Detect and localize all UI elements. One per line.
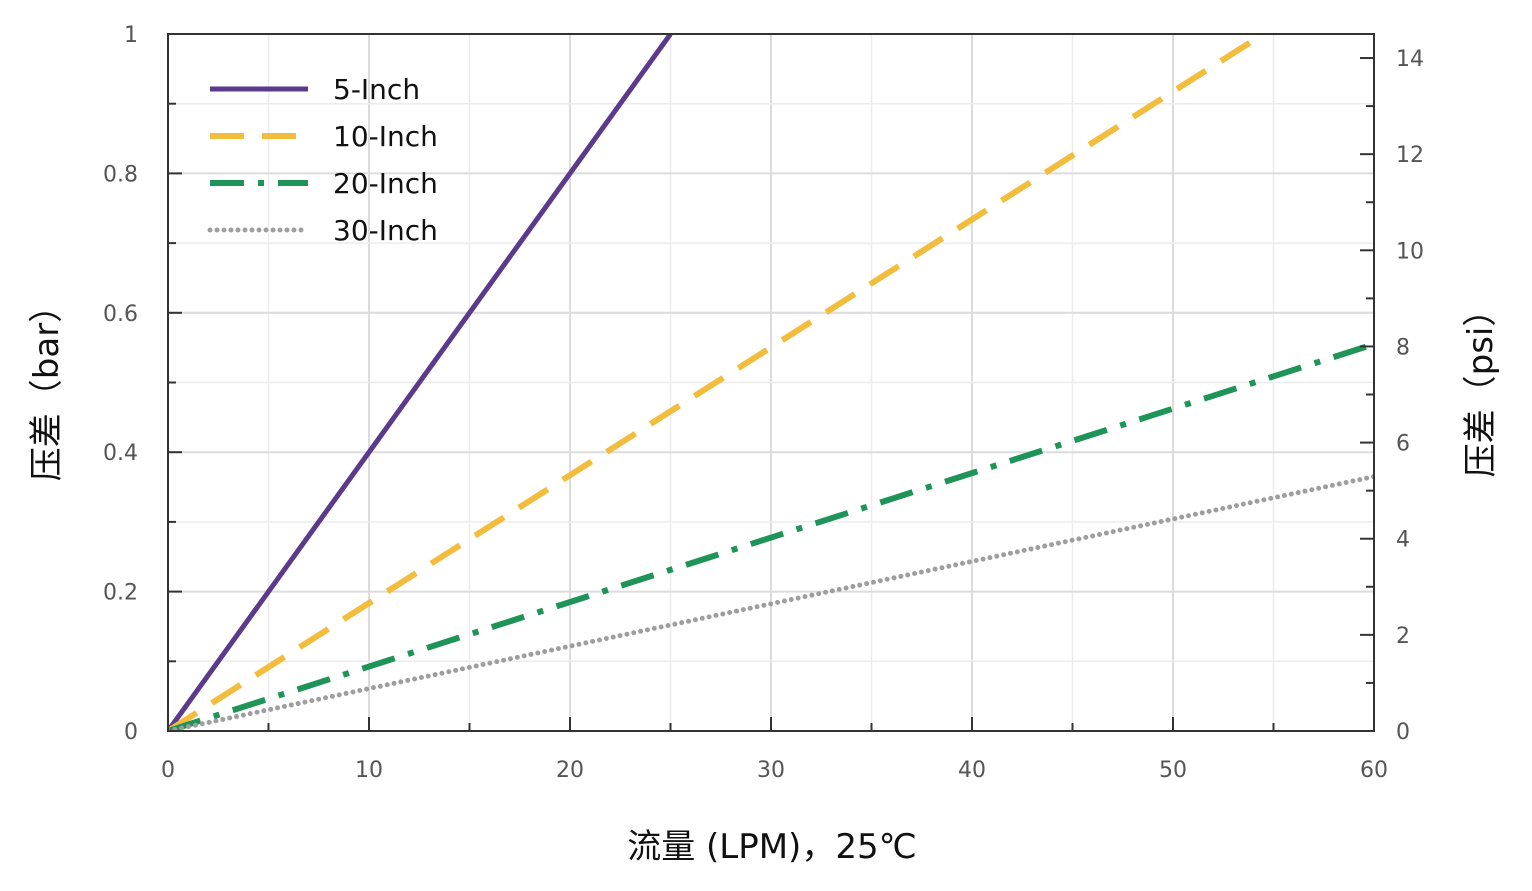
y-right-tick-label: 2 [1396,624,1410,649]
legend: 5-Inch 10-Inch 20-Inch 30-Inch [207,73,438,247]
y-right-tick-label: 10 [1396,239,1424,264]
series-line-30-inch [168,474,1374,731]
y-right-tick-label: 4 [1396,528,1410,553]
y-axis-title-right: 压差（psi） [1461,293,1501,478]
y-left-tick-label: 0.6 [103,302,138,327]
legend-label-5-inch: 5-Inch [333,73,420,106]
y-right-tick-label: 6 [1396,432,1410,457]
series-line-20-inch [168,341,1374,731]
legend-label-10-inch: 10-Inch [333,120,438,153]
series-layer [168,34,1374,731]
x-axis-title: 流量 (LPM)，25℃ [627,827,917,867]
series-line-5-inch [168,34,673,731]
y-left-tick-label: 0 [124,720,138,745]
x-tick-label: 50 [1159,758,1187,783]
x-tick-label: 40 [958,758,986,783]
y-left-tick-label: 0.8 [103,162,138,187]
y-left-tick-label: 0.2 [103,581,138,606]
legend-label-30-inch: 30-Inch [333,214,438,247]
x-tick-label: 30 [757,758,785,783]
y-right-tick-label: 14 [1396,47,1424,72]
x-tick-label: 10 [355,758,383,783]
legend-label-20-inch: 20-Inch [333,167,438,200]
y-right-tick-label: 0 [1396,720,1410,745]
y-right-tick-label: 8 [1396,335,1410,360]
y-right-tick-label: 12 [1396,143,1424,168]
y-left-tick-label: 1 [124,23,138,48]
x-tick-label: 20 [556,758,584,783]
x-tick-label: 0 [161,758,175,783]
y-left-tick-label: 0.4 [103,441,138,466]
series-line-10-inch [168,34,1266,731]
y-axis-title-left: 压差（bar） [27,289,67,481]
x-tick-label: 60 [1360,758,1388,783]
